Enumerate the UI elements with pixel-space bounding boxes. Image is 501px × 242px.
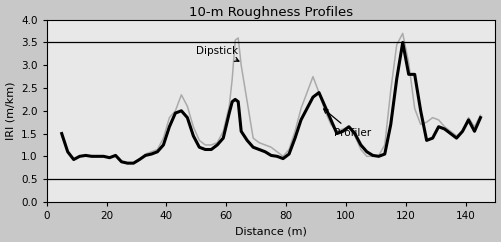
Text: Dipstick: Dipstick (196, 46, 239, 61)
Y-axis label: IRI (m/km): IRI (m/km) (6, 82, 16, 140)
Title: 10-m Roughness Profiles: 10-m Roughness Profiles (189, 6, 353, 19)
X-axis label: Distance (m): Distance (m) (235, 227, 307, 236)
Text: Profiler: Profiler (324, 109, 371, 138)
